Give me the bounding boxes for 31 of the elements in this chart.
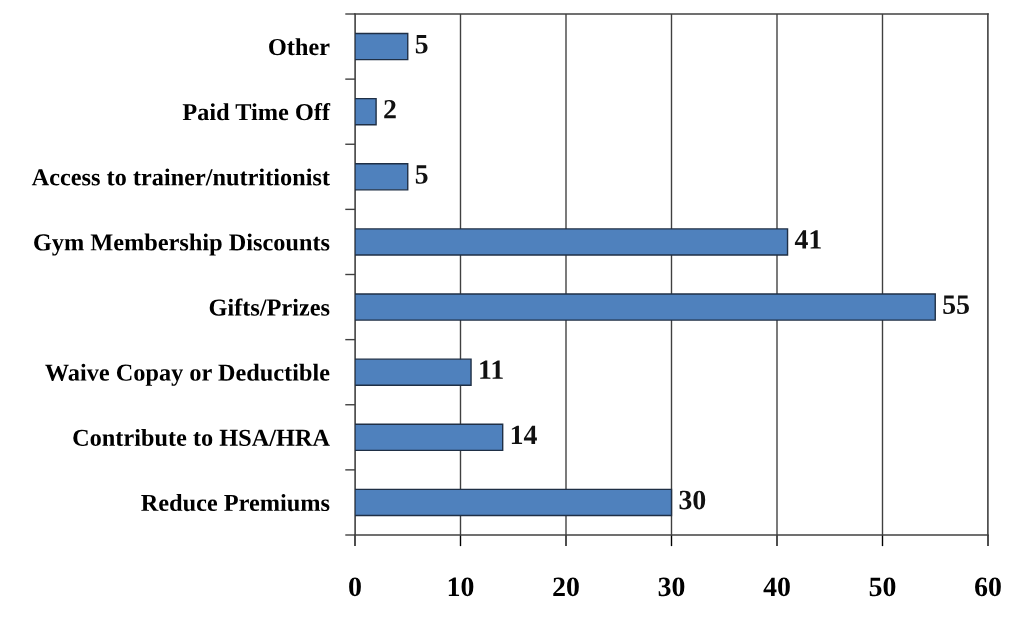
data-label: 5 (415, 165, 428, 184)
data-label: 2 (384, 99, 396, 119)
data-label: 41 (794, 230, 821, 249)
y-tick-label: Gym Membership Discounts (34, 233, 330, 256)
y-tick-label: Reduce Premiums (141, 494, 330, 512)
y-tick-label: Contribute to HSA/HRA (73, 428, 330, 447)
x-tick-label: 20 (553, 577, 579, 597)
bar (355, 97, 377, 126)
y-tick-label: Access to trainer/nutritionist (31, 168, 330, 186)
data-label: 11 (480, 360, 503, 379)
x-tick-label: 50 (869, 577, 896, 597)
x-tick-label: 10 (448, 577, 474, 597)
x-tick-label: 60 (975, 577, 1001, 597)
bar (355, 293, 936, 321)
y-tick-label: Paid Time Off (182, 103, 331, 121)
y-tick-label: Other (269, 38, 330, 56)
data-label: 14 (511, 425, 537, 444)
bar (355, 32, 409, 61)
bar (355, 488, 673, 517)
y-tick-label: Waive Copay or Deductible (45, 363, 330, 386)
bar (355, 228, 789, 256)
x-tick-label: 30 (658, 577, 685, 597)
x-tick-label: 40 (763, 577, 790, 597)
data-label: 5 (415, 35, 428, 54)
data-label: 55 (943, 295, 969, 315)
data-label: 30 (679, 490, 706, 510)
bar (355, 163, 409, 191)
x-tick-label: 0 (349, 577, 361, 597)
y-tick-label: Gifts/Prizes (209, 298, 330, 316)
bar (355, 358, 472, 386)
bar (355, 423, 504, 452)
